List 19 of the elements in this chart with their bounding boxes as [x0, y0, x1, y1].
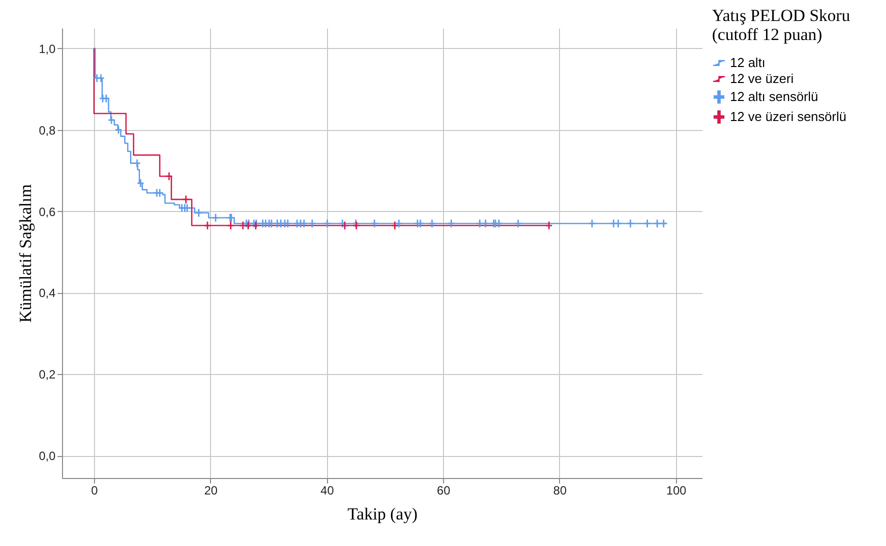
x-tick-label: 40 — [320, 484, 334, 498]
legend-label: 12 ve üzeri — [730, 71, 794, 86]
y-axis-title: Kümülatif Sağkalım — [16, 184, 35, 323]
y-tick-label: 0,4 — [38, 286, 56, 300]
legend-label: 12 altı — [730, 55, 766, 70]
legend-label: 12 ve üzeri sensörlü — [730, 109, 846, 124]
x-tick-label: 100 — [666, 484, 687, 498]
x-tick-label: 80 — [553, 484, 567, 498]
y-tick-label: 0,8 — [38, 123, 56, 138]
x-tick-label: 60 — [436, 484, 451, 498]
y-tick-label: 0,2 — [38, 368, 56, 382]
y-tick-label: 0,0 — [38, 449, 56, 464]
y-tick-label: 0,6 — [38, 204, 56, 219]
y-tick-label: 1,0 — [38, 42, 56, 56]
legend-title: Yatış PELOD Skoru (cutoff 12 puan) — [712, 6, 851, 44]
legend-label: 12 altı sensörlü — [730, 89, 818, 104]
x-tick-label: 20 — [204, 484, 218, 498]
x-axis-title: Takip (ay) — [347, 504, 418, 524]
x-tick-label: 0 — [91, 484, 98, 498]
